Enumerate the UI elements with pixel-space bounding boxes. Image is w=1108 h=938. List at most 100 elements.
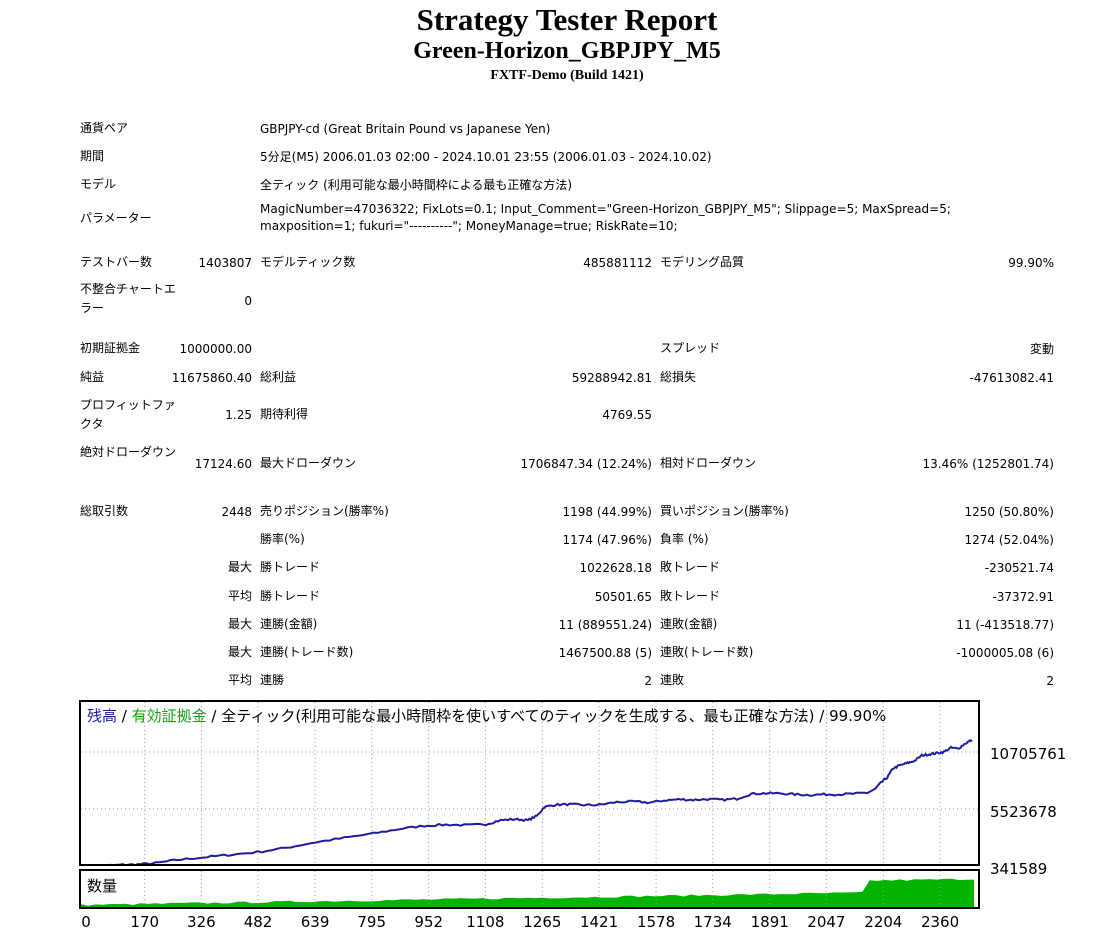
- net-label: 純益: [80, 370, 105, 384]
- balance-chart: 残高 / 有効証拠金 / 全ティック(利用可能な最小時間枠を使いすべてのティック…: [79, 700, 980, 866]
- deposit-value: 1000000.00: [179, 342, 252, 356]
- legend-description: / 全ティック(利用可能な最小時間枠を使いすべてのティックを生成する、最も正確な…: [206, 707, 887, 725]
- max-cons-loss-money-value: 11 (-413518.77): [956, 618, 1054, 632]
- abs-dd-value: 17124.60: [194, 457, 252, 471]
- max-cons-loss-trades-label: 連敗(トレード数): [660, 645, 754, 659]
- deposit-label: 初期証拠金: [80, 341, 141, 355]
- volume-label: 数量: [87, 877, 118, 895]
- mismatch-value: 0: [244, 294, 252, 308]
- legend-balance: 残高: [87, 707, 118, 725]
- gross-loss-label: 総損失: [660, 370, 697, 384]
- x-tick-label: 1108: [466, 913, 505, 931]
- avg-cons-win-label: 連勝: [260, 673, 285, 687]
- ticks-label: モデルティック数: [260, 255, 356, 269]
- report-subtitle: Green-Horizon_GBPJPY_M5: [413, 38, 721, 64]
- long-value: 1250 (50.80%): [964, 505, 1054, 519]
- balance-series-line: [107, 739, 973, 864]
- x-tick-label: 482: [243, 913, 273, 931]
- avg-cons-win-value: 2: [644, 674, 652, 688]
- long-label: 買いポジション(勝率%): [660, 504, 789, 518]
- short-label: 売りポジション(勝率%): [260, 504, 389, 518]
- x-tick-label: 326: [187, 913, 216, 931]
- model-value: 全ティック (利用可能な最小時間枠による最も正確な方法): [260, 178, 573, 192]
- avg-loss-value: -37372.91: [992, 590, 1054, 604]
- max-cons-loss-trades-value: -1000005.08 (6): [956, 646, 1054, 660]
- max-cons-money-prefix: 最大: [227, 617, 252, 631]
- report-title: Strategy Tester Report: [416, 2, 718, 37]
- avg-win-label: 勝トレード: [260, 589, 321, 603]
- max-dd-value: 1706847.34 (12.24%): [520, 457, 652, 471]
- pair-label: 通貨ペア: [80, 121, 129, 135]
- avg-cons-loss-label: 連敗: [660, 673, 685, 687]
- y-tick-label: 341589: [990, 860, 1048, 878]
- largest-win-label: 勝トレード: [260, 560, 321, 574]
- abs-dd-label: 絶対ドローダウン: [80, 445, 177, 459]
- balance-chart-plot: [81, 702, 978, 864]
- chart-legend: 残高 / 有効証拠金 / 全ティック(利用可能な最小時間枠を使いすべてのティック…: [87, 706, 886, 726]
- loss-rate-value: 1274 (52.04%): [964, 533, 1054, 547]
- max-cons-win-trades-value: 1467500.88 (5): [558, 646, 652, 660]
- largest-win-value: 1022628.18: [579, 561, 652, 575]
- quality-label: モデリング品質: [660, 255, 745, 269]
- rel-dd-label: 相対ドローダウン: [660, 456, 757, 470]
- report-server: FXTF-Demo (Build 1421): [490, 68, 644, 83]
- average-prefix: 平均: [227, 589, 252, 603]
- max-cons-win-money-value: 11 (889551.24): [558, 618, 652, 632]
- net-value: 11675860.40: [171, 371, 252, 385]
- x-tick-label: 952: [414, 913, 444, 931]
- max-cons-win-trades-label: 連勝(トレード数): [260, 645, 354, 659]
- trades-label: 総取引数: [80, 504, 129, 518]
- gross-profit-label: 総利益: [260, 370, 297, 384]
- avg-loss-label: 敗トレード: [660, 589, 721, 603]
- loss-rate-label: 負率 (%): [660, 532, 709, 546]
- bars-value: 1403807: [198, 256, 252, 270]
- x-tick-label: 2047: [807, 913, 846, 931]
- largest-loss-value: -230521.74: [984, 561, 1054, 575]
- pair-value: GBPJPY-cd (Great Britain Pound vs Japane…: [260, 122, 551, 136]
- spread-value: 変動: [1029, 342, 1054, 356]
- x-tick-label: 1891: [750, 913, 789, 931]
- y-tick-label: 10705761: [990, 745, 1067, 763]
- win-rate-label: 勝率(%): [260, 532, 305, 546]
- x-tick-label: 170: [130, 913, 160, 931]
- period-value: 5分足(M5) 2006.01.03 02:00 - 2024.10.01 23…: [260, 150, 712, 164]
- x-tick-label: 2204: [864, 913, 903, 931]
- largest-prefix: 最大: [227, 560, 252, 574]
- avg-cons-loss-value: 2: [1046, 674, 1054, 688]
- model-label: モデル: [80, 177, 117, 191]
- gross-profit-value: 59288942.81: [571, 371, 652, 385]
- params-label: パラメーター: [80, 211, 152, 225]
- params-value: MagicNumber=47036322; FixLots=0.1; Input…: [260, 202, 951, 233]
- y-tick-label: 5523678: [990, 803, 1057, 821]
- x-tick-label: 1265: [523, 913, 562, 931]
- payoff-label: 期待利得: [260, 407, 309, 421]
- max-dd-label: 最大ドローダウン: [260, 456, 357, 470]
- legend-separator: /: [117, 707, 132, 725]
- rel-dd-value: 13.46% (1252801.74): [922, 457, 1054, 471]
- bars-label: テストバー数: [80, 255, 153, 269]
- trades-value: 2448: [221, 505, 252, 519]
- quality-value: 99.90%: [1008, 256, 1054, 270]
- x-tick-label: 2360: [920, 913, 960, 931]
- x-tick-label: 1421: [579, 913, 619, 931]
- spread-label: スプレッド: [660, 341, 721, 355]
- win-rate-value: 1174 (47.96%): [562, 533, 652, 547]
- x-tick-label: 0: [81, 913, 91, 931]
- payoff-value: 4769.55: [602, 408, 652, 422]
- x-tick-label: 1734: [693, 913, 732, 931]
- pf-value: 1.25: [225, 408, 252, 422]
- max-cons-trades-prefix: 最大: [227, 645, 252, 659]
- legend-equity: 有効証拠金: [131, 707, 207, 725]
- x-tick-label: 1578: [636, 913, 676, 931]
- mismatch-label: 不整合チャートエラー: [80, 282, 176, 315]
- max-cons-loss-money-label: 連敗(金額): [660, 617, 718, 631]
- volume-area: [81, 878, 974, 907]
- volume-chart-plot: [81, 871, 974, 907]
- pf-label: プロフィットファクタ: [80, 398, 176, 431]
- largest-loss-label: 敗トレード: [660, 560, 721, 574]
- ticks-value: 485881112: [583, 256, 652, 270]
- x-tick-label: 639: [300, 913, 330, 931]
- max-cons-win-money-label: 連勝(金額): [260, 617, 318, 631]
- x-tick-label: 795: [357, 913, 387, 931]
- gross-loss-value: -47613082.41: [969, 371, 1055, 385]
